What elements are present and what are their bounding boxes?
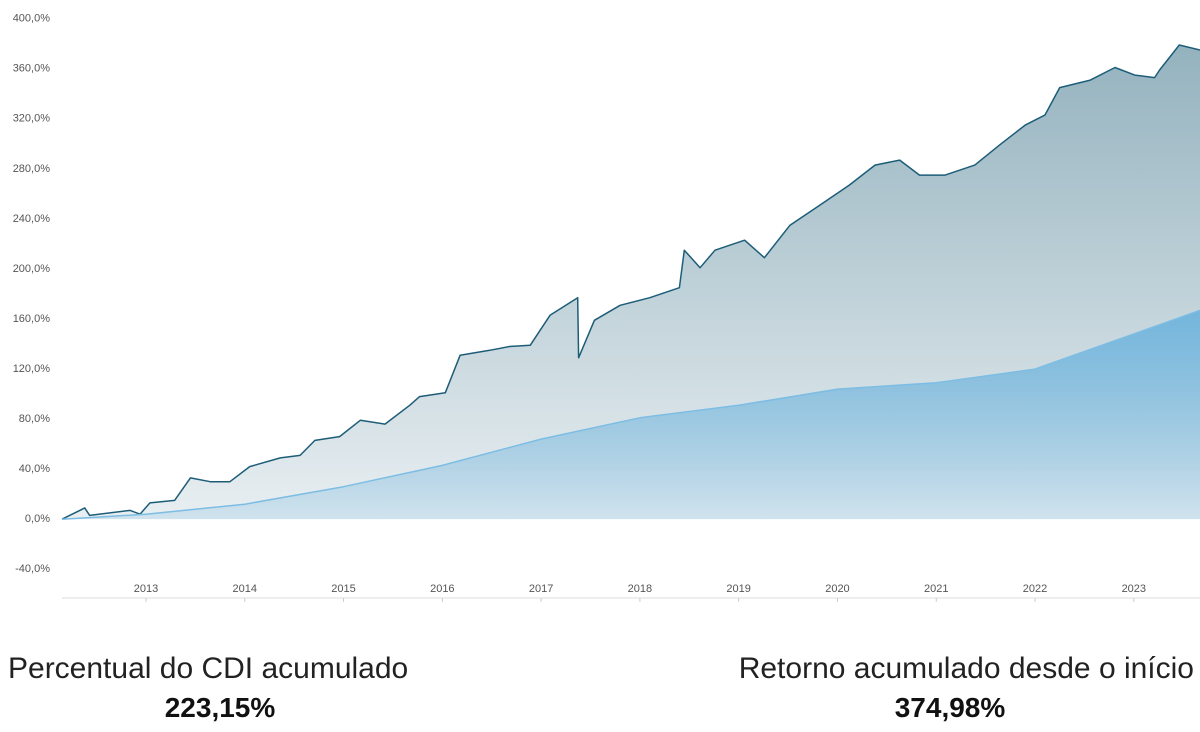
y-tick-label: 200,0% bbox=[13, 263, 51, 275]
y-tick-label: 40,0% bbox=[19, 463, 50, 475]
y-tick-label: 0,0% bbox=[25, 513, 50, 525]
line bbox=[61, 44, 1200, 520]
y-tick-label: 320,0% bbox=[13, 113, 51, 125]
stat-value: 223,15% bbox=[164, 692, 276, 723]
y-tick-label: 160,0% bbox=[13, 313, 51, 325]
line bbox=[61, 309, 1200, 520]
x-tick-label: 2020 bbox=[825, 583, 849, 595]
x-tick-label: 2014 bbox=[233, 583, 257, 595]
y-tick-label: 240,0% bbox=[13, 213, 51, 225]
y-tick-label: 120,0% bbox=[13, 363, 51, 375]
y-tick-label: 280,0% bbox=[13, 163, 51, 175]
x-tick-label: 2017 bbox=[529, 583, 553, 595]
x-tick-label: 2018 bbox=[628, 583, 652, 595]
chart: -40,0% 0,0% 40,0% 80,0% 120,0% 160,0% 200,0% 24… bbox=[13, 13, 1200, 602]
y-tick-label: 360,0% bbox=[13, 63, 51, 75]
x-tick-label: 2015 bbox=[331, 583, 355, 595]
area bbox=[62, 310, 1200, 520]
stat-label: Percentual do CDI acumulado bbox=[8, 652, 409, 685]
y-tick-label: 80,0% bbox=[19, 413, 50, 425]
stat-label: Retorno acumulado desde o início bbox=[738, 652, 1194, 685]
y-tick-label: -40,0% bbox=[15, 563, 50, 575]
y-tick-label: 400,0% bbox=[13, 13, 51, 25]
x-tick-label: 2023 bbox=[1122, 583, 1146, 595]
x-tick-label: 2021 bbox=[924, 583, 948, 595]
x-tick-label: 2016 bbox=[430, 583, 454, 595]
stat-value: 374,98% bbox=[894, 692, 1006, 723]
x-tick-label: 2022 bbox=[1023, 583, 1047, 595]
x-tick-label: 2019 bbox=[726, 583, 750, 595]
x-tick-label: 2013 bbox=[134, 583, 158, 595]
